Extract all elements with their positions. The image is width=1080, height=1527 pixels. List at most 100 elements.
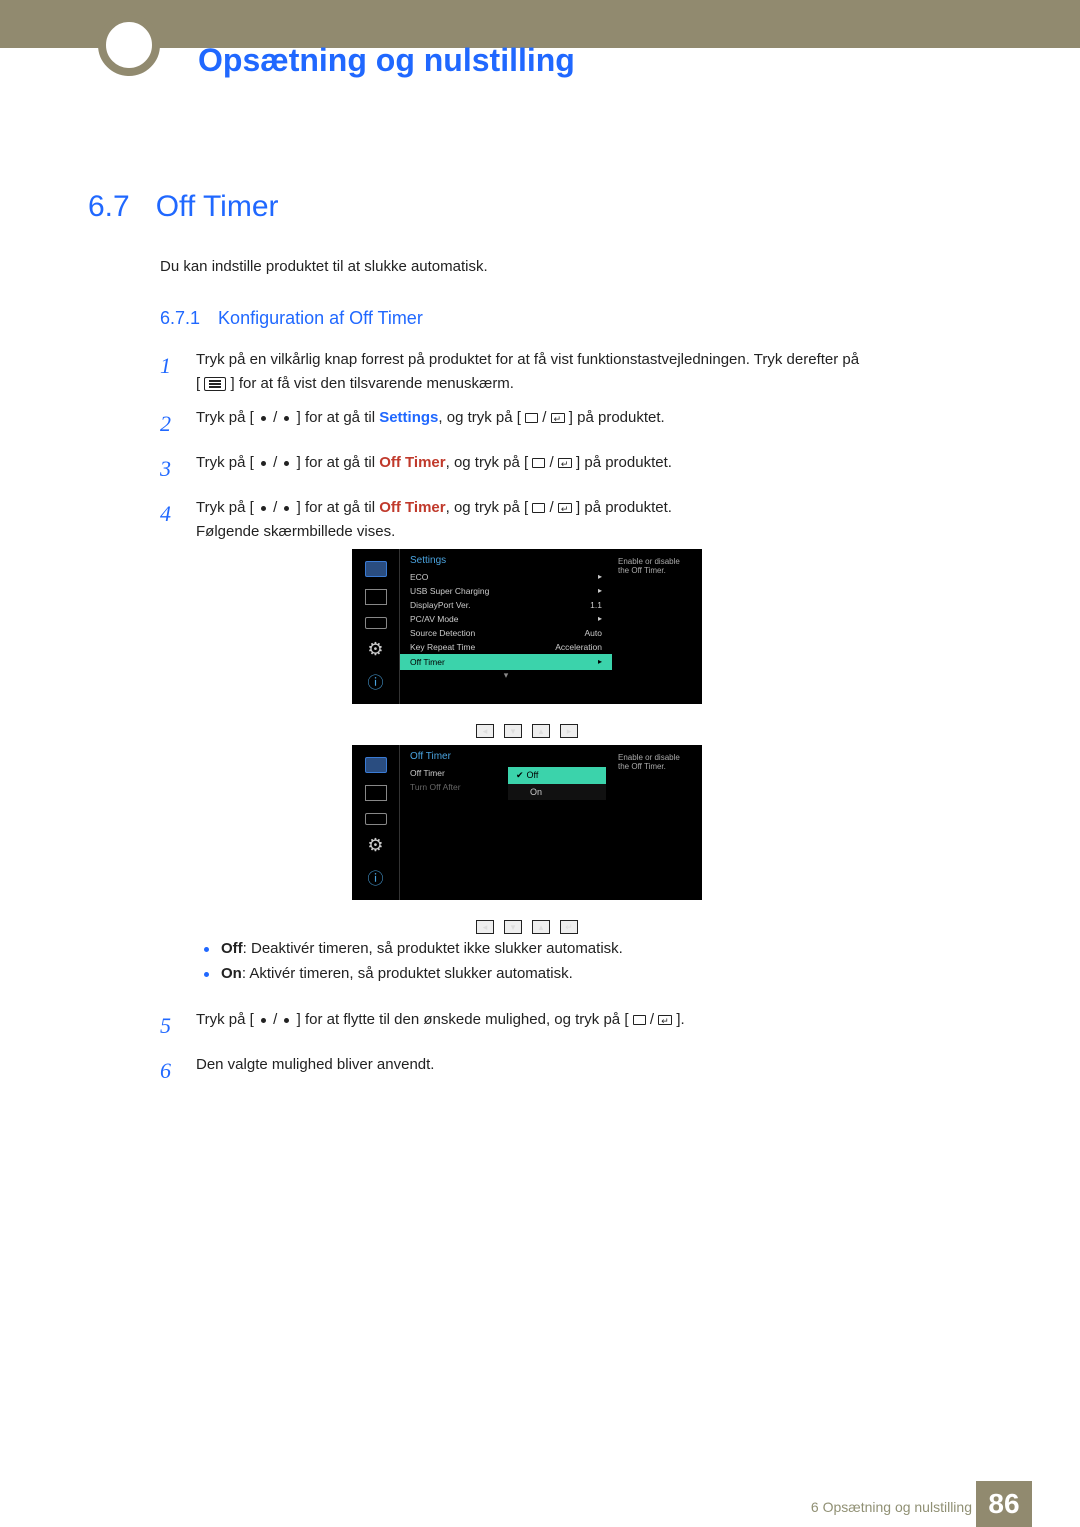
osd-screenshot-offtimer: ⚙ ⓘ Off Timer Off Timer Turn Off After ✔… (352, 745, 702, 900)
step-text: Tryk på [ (196, 409, 254, 426)
list-icon (365, 813, 387, 825)
page-number: 86 (976, 1481, 1032, 1527)
step-text: Den valgte mulighed bliver anvendt. (196, 1056, 434, 1073)
step-text: ] på produktet. (576, 499, 672, 516)
box-icon (532, 503, 545, 513)
step-number: 6 (160, 1053, 178, 1088)
osd-side-icons: ⚙ ⓘ (352, 745, 400, 900)
step-text: ] for at gå til (297, 454, 380, 471)
subsection-number: 6.7.1 (160, 308, 200, 329)
nav-enter-icon: ↵ (560, 920, 578, 934)
nav-down-icon: ▾ (504, 724, 522, 738)
dot-icon (284, 1018, 289, 1023)
osd-nav-buttons: ◂ ▾ ▴ ↵ (476, 920, 578, 934)
section-title: Off Timer (156, 190, 279, 224)
steps-list-continued: 5 Tryk på [ / ] for at flytte til den øn… (160, 1008, 940, 1098)
osd-row: PC/AV Mode▸ (410, 612, 602, 626)
step-text: Tryk på [ (196, 499, 254, 516)
bullet-off: Off: Deaktivér timeren, så produktet ikk… (204, 940, 623, 957)
nav-up-icon: ▴ (532, 724, 550, 738)
dot-icon (261, 506, 266, 511)
move-icon (365, 785, 387, 801)
settings-label: Settings (379, 409, 438, 426)
enter-icon (658, 1015, 672, 1025)
step-text: , og tryk på [ (446, 454, 529, 471)
gear-icon: ⚙ (365, 837, 387, 853)
page-footer: 6 Opsætning og nulstilling 86 (0, 1481, 1080, 1527)
menu-icon (204, 377, 226, 391)
nav-left-icon: ◂ (476, 920, 494, 934)
step-2: 2 Tryk på [ / ] for at gå til Settings, … (160, 406, 940, 441)
step-number: 5 (160, 1008, 178, 1043)
option-bullets: Off: Deaktivér timeren, så produktet ikk… (204, 940, 623, 990)
enter-icon (551, 413, 565, 423)
dot-icon (261, 1018, 266, 1023)
step-number: 4 (160, 496, 178, 544)
steps-list: 1 Tryk på en vilkårlig knap forrest på p… (160, 348, 940, 554)
step-text: ]. (676, 1011, 684, 1028)
osd-row: USB Super Charging▸ (410, 584, 602, 598)
step-text: ] på produktet. (569, 409, 665, 426)
move-icon (365, 589, 387, 605)
down-indicator: ▾ (410, 670, 602, 681)
monitor-icon (365, 561, 387, 577)
bullet-icon (204, 972, 209, 977)
dot-icon (261, 461, 266, 466)
nav-left-icon: ◂ (476, 724, 494, 738)
nav-down-icon: ▾ (504, 920, 522, 934)
step-3: 3 Tryk på [ / ] for at gå til Off Timer,… (160, 451, 940, 486)
subsection-title: Konfiguration af Off Timer (218, 308, 423, 329)
list-icon (365, 617, 387, 629)
top-bar (0, 0, 1080, 48)
monitor-icon (365, 757, 387, 773)
subsection-heading: 6.7.1 Konfiguration af Off Timer (160, 308, 423, 329)
osd-row: Source DetectionAuto (410, 626, 602, 640)
step-6: 6 Den valgte mulighed bliver anvendt. (160, 1053, 940, 1088)
option-off-selected: ✔Off (508, 767, 606, 784)
chapter-title: Opsætning og nulstilling (198, 42, 575, 79)
osd-row-selected: Off Timer▸ (400, 654, 612, 670)
step-5: 5 Tryk på [ / ] for at flytte til den øn… (160, 1008, 940, 1043)
step-4: 4 Tryk på [ / ] for at gå til Off Timer,… (160, 496, 940, 544)
osd-header: Settings (410, 555, 602, 566)
step-text: Tryk på en vilkårlig knap forrest på pro… (196, 351, 859, 368)
bullet-on: On: Aktivér timeren, så produktet slukke… (204, 965, 623, 982)
box-icon (525, 413, 538, 423)
footer-chapter-label: 6 Opsætning og nulstilling (811, 1499, 972, 1515)
intro-text: Du kan indstille produktet til at slukke… (160, 258, 488, 275)
osd-row: DisplayPort Ver.1.1 (410, 598, 602, 612)
step-number: 2 (160, 406, 178, 441)
dot-icon (261, 416, 266, 421)
osd-nav-buttons: ◂ ▾ ▴ ▸ (476, 724, 578, 738)
osd-hint: Enable or disablethe Off Timer. (612, 745, 702, 779)
info-icon: ⓘ (365, 865, 387, 881)
step-number: 1 (160, 348, 178, 396)
box-icon (532, 458, 545, 468)
section-heading: 6.7 Off Timer (88, 190, 279, 224)
nav-right-icon: ▸ (560, 724, 578, 738)
option-on: On (508, 784, 606, 800)
offtimer-label: Off Timer (379, 499, 445, 516)
gear-icon: ⚙ (365, 641, 387, 657)
step-text: Tryk på [ (196, 454, 254, 471)
step-1: 1 Tryk på en vilkårlig knap forrest på p… (160, 348, 940, 396)
offtimer-label: Off Timer (379, 454, 445, 471)
enter-icon (558, 503, 572, 513)
info-icon: ⓘ (365, 669, 387, 685)
osd-main-panel: Settings ECO▸ USB Super Charging▸ Displa… (400, 549, 612, 704)
box-icon (633, 1015, 646, 1025)
step-text: Følgende skærmbillede vises. (196, 523, 395, 540)
osd-options-panel: ✔Off On (508, 767, 606, 800)
dot-icon (284, 461, 289, 466)
bullet-icon (204, 947, 209, 952)
osd-header: Off Timer (410, 751, 602, 762)
step-text: , og tryk på [ (438, 409, 521, 426)
osd-row: ECO▸ (410, 570, 602, 584)
step-text: , og tryk på [ (446, 499, 529, 516)
dot-icon (284, 416, 289, 421)
osd-hint: Enable or disablethe Off Timer. (612, 549, 702, 583)
dot-icon (284, 506, 289, 511)
enter-icon (558, 458, 572, 468)
osd-screenshot-settings: ⚙ ⓘ Settings ECO▸ USB Super Charging▸ Di… (352, 549, 702, 704)
step-text: for at få vist den tilsvarende menuskærm… (239, 375, 514, 392)
